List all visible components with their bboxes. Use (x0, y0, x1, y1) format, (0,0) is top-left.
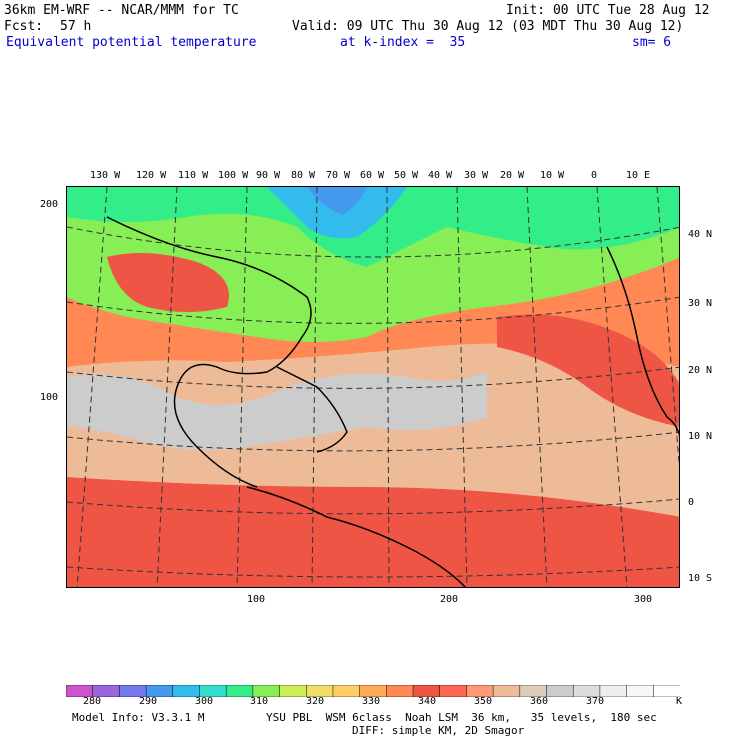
colorbar-label: 350 (474, 696, 493, 707)
grid-x-label: 200 (440, 594, 459, 605)
lat-label: 0 (688, 497, 695, 508)
lat-label: 40 N (688, 229, 713, 240)
lon-label: 40 W (428, 170, 453, 181)
model-info: Model Info: V3.3.1 M (72, 711, 205, 724)
lon-label: 10 W (540, 170, 565, 181)
colorbar-label: 320 (306, 696, 325, 707)
grid-y-label: 200 (40, 199, 59, 210)
field-gulf-gray (67, 372, 487, 451)
colorbar-label: 370 (586, 696, 605, 707)
coastlines (106, 216, 679, 587)
colorbar-label: 340 (418, 696, 437, 707)
lon-label: 120 W (136, 170, 167, 181)
colorbar-label: 280 (83, 696, 102, 707)
colorbar-swatch (332, 684, 361, 698)
lon-label: 110 W (178, 170, 209, 181)
lat-label: 10 N (688, 431, 713, 442)
lat-label: 10 S (688, 573, 713, 584)
colorbar (65, 682, 681, 701)
colorbar-swatch (386, 684, 414, 698)
field-name: Equivalent potential temperature (6, 35, 257, 50)
colorbar-swatch (492, 684, 521, 698)
colorbar-label: 360 (530, 696, 549, 707)
field-north-green (67, 187, 679, 267)
colorbar-swatch (439, 684, 468, 698)
colorbar-swatch (626, 684, 655, 698)
lon-label: 20 W (500, 170, 525, 181)
colorbar-label: 300 (195, 696, 214, 707)
diffusion-info: DIFF: simple KM, 2D Smagor (352, 724, 525, 737)
colorbar-units: K (676, 696, 683, 707)
lon-label: 90 W (256, 170, 281, 181)
colorbar-swatch (546, 684, 574, 698)
colorbar-label: 330 (362, 696, 381, 707)
forecast-label: Fcst: (4, 19, 44, 34)
theta-e-map (66, 186, 680, 588)
physics-info: YSU PBL WSM 6class Noah LSM 36 km, 35 le… (266, 711, 657, 724)
lon-label: 60 W (360, 170, 385, 181)
model-title: 36km EM-WRF -- NCAR/MMM for TC (4, 3, 239, 18)
smoothing-label: sm= 6 (632, 35, 672, 50)
field-atlantic-tan (67, 343, 679, 517)
grid-x-label: 100 (247, 594, 266, 605)
lat-label: 30 N (688, 298, 713, 309)
graticule (67, 187, 679, 587)
valid-time: Valid: 09 UTC Thu 30 Aug 12 (03 MDT Thu … (292, 19, 684, 34)
field-eastern-red (497, 314, 679, 427)
colorbar-swatches (65, 684, 681, 698)
grid-y-label: 100 (40, 392, 59, 403)
level-label: at k-index = 35 (340, 35, 466, 50)
field-cold-blue (307, 187, 367, 215)
colorbar-swatch (279, 684, 308, 698)
colorbar-label: 290 (139, 696, 158, 707)
lon-label: 0 (591, 170, 598, 181)
forecast-hour: 57 h (60, 19, 92, 34)
lon-label: 80 W (291, 170, 316, 181)
colorbar-label: 310 (250, 696, 269, 707)
init-time: Init: 00 UTC Tue 28 Aug 12 (506, 3, 710, 18)
lon-label: 130 W (90, 170, 121, 181)
grid-x-label: 300 (634, 594, 653, 605)
field-plains-red (107, 253, 229, 312)
lon-label: 10 E (626, 170, 651, 181)
lon-label: 30 W (464, 170, 489, 181)
lon-label: 100 W (218, 170, 249, 181)
lat-label: 20 N (688, 365, 713, 376)
lon-label: 70 W (326, 170, 351, 181)
lon-label: 50 W (394, 170, 419, 181)
map-field-svg (67, 187, 679, 587)
